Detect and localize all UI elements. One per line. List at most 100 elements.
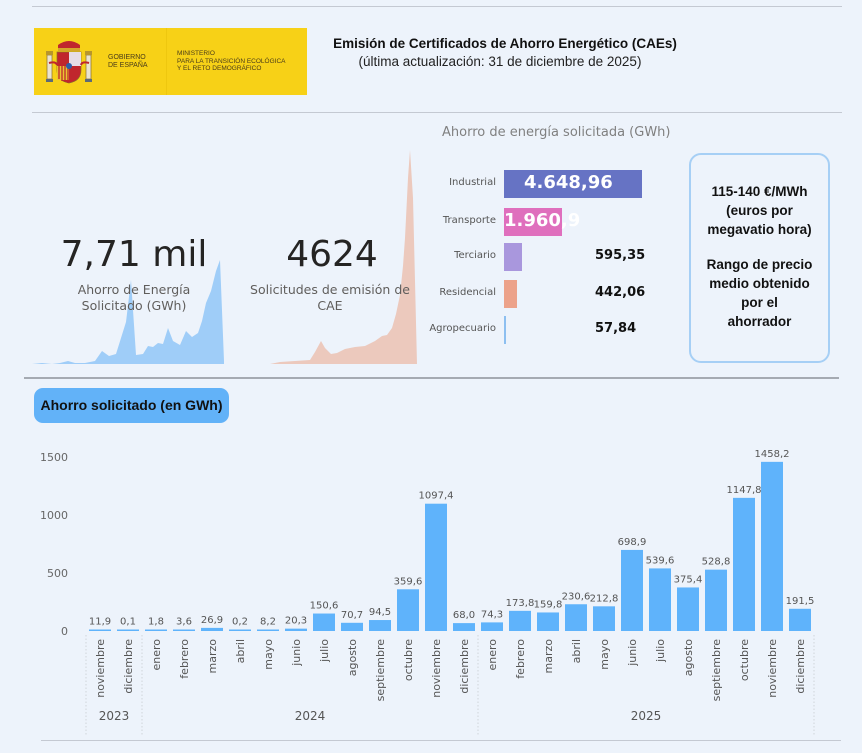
bar-marzo-2024[interactable]	[201, 627, 223, 631]
x-tick-label: mayo	[598, 639, 611, 670]
x-tick-label: agosto	[346, 639, 359, 676]
sector-row-agropecuario[interactable]: Agropecuario 57,84	[420, 316, 680, 344]
data-label: 528,8	[702, 557, 731, 568]
bar-febrero-2024[interactable]	[173, 629, 195, 632]
bar-febrero-2025[interactable]	[509, 610, 531, 631]
bar-junio-2025[interactable]	[621, 549, 643, 631]
bar-enero-2025[interactable]	[481, 622, 503, 631]
bar-diciembre-2024[interactable]	[453, 623, 475, 631]
data-label: 698,9	[618, 537, 647, 548]
sector-row-residencial[interactable]: Residencial 442,06	[420, 280, 680, 308]
sector-bar[interactable]	[504, 280, 518, 308]
x-tick-label: julio	[654, 639, 667, 663]
kpi-savings-sparkline-area	[32, 260, 224, 364]
data-label: 0,1	[120, 617, 136, 628]
page-title: Emisión de Certificados de Ahorro Energé…	[333, 36, 677, 51]
kpi-savings-label-line-2: Solicitado (GWh)	[81, 298, 187, 313]
data-label: 68,0	[453, 610, 475, 621]
bar-abril-2025[interactable]	[565, 604, 587, 631]
sector-bar[interactable]	[504, 243, 522, 271]
sector-label: Residencial	[439, 287, 496, 298]
bar-julio-2024[interactable]	[313, 613, 335, 631]
spain-coat-of-arms-icon	[46, 40, 92, 83]
x-tick-label: octubre	[738, 639, 751, 681]
price-desc-line-2: medio obtenido	[709, 276, 810, 291]
x-tick-label: enero	[150, 639, 163, 671]
ministry-line-2: PARA LA TRANSICIÓN ECOLÓGICA	[177, 57, 286, 65]
x-tick-label: febrero	[514, 639, 527, 679]
x-tick-label: diciembre	[458, 639, 471, 694]
data-label: 375,4	[674, 574, 703, 585]
bar-noviembre-2023[interactable]	[89, 629, 111, 632]
kpi-requests-label: Solicitudes de emisión de CAE	[240, 282, 420, 314]
bar-mayo-2024[interactable]	[257, 629, 279, 632]
sector-value-label: 4.648,96	[524, 172, 613, 193]
data-label: 11,9	[89, 617, 111, 628]
monthly-savings-chart: 0 500 1000 1500 11,9 noviembre 0,1 diciembre 1,8…	[40, 449, 815, 735]
year-label: 2023	[99, 709, 130, 723]
x-tick-label: agosto	[682, 639, 695, 676]
bar-septiembre-2024[interactable]	[369, 620, 391, 631]
sector-row-terciario[interactable]: Terciario 595,35	[420, 243, 680, 271]
government-line-1: GOBIERNO	[108, 53, 146, 61]
ministry-name: MINISTERIO PARA LA TRANSICIÓN ECOLÓGICA …	[177, 50, 286, 73]
x-tick-label: junio	[626, 639, 639, 667]
x-tick-label: octubre	[402, 639, 415, 681]
bar-marzo-2025[interactable]	[537, 612, 559, 631]
bar-noviembre-2025[interactable]	[761, 461, 783, 631]
kpi-requests-sparkline	[270, 150, 417, 364]
data-label: 359,6	[394, 576, 423, 587]
header-bottom-divider	[32, 112, 842, 113]
bar-agosto-2025[interactable]	[677, 587, 699, 631]
data-label: 0,2	[232, 617, 248, 628]
x-tick-label: junio	[290, 639, 303, 667]
data-label: 26,9	[201, 615, 223, 626]
sector-bar[interactable]	[504, 316, 506, 344]
x-tick-label: septiembre	[710, 639, 723, 702]
x-tick-label: septiembre	[374, 639, 387, 702]
kpi-requests-value: 4624	[286, 234, 378, 275]
bar-junio-2024[interactable]	[285, 628, 307, 631]
page-header: Emisión de Certificados de Ahorro Energé…	[300, 36, 700, 69]
sector-chart-title: Ahorro de energía solicitada (GWh)	[442, 125, 671, 140]
kpi-requests-label-line-2: CAE	[317, 298, 343, 313]
y-tick-label: 0	[61, 625, 68, 638]
government-name: GOBIERNO DE ESPAÑA	[108, 54, 158, 70]
bar-septiembre-2025[interactable]	[705, 569, 727, 631]
data-label: 1458,2	[755, 449, 790, 460]
sector-bar[interactable]	[504, 208, 563, 236]
bar-abril-2024[interactable]	[229, 629, 251, 632]
sector-row-transporte[interactable]: Transporte 1.960,9	[420, 208, 680, 236]
x-tick-label: diciembre	[794, 639, 807, 694]
sector-row-industrial[interactable]: Industrial 4.648,96	[420, 170, 680, 198]
data-label: 3,6	[176, 617, 192, 628]
bar-noviembre-2024[interactable]	[425, 503, 447, 631]
sector-label: Terciario	[454, 250, 496, 261]
data-label: 539,6	[646, 555, 675, 566]
data-label: 70,7	[341, 610, 363, 621]
government-line-2: DE ESPAÑA	[108, 61, 148, 69]
bar-diciembre-2025[interactable]	[789, 608, 811, 631]
bar-mayo-2025[interactable]	[593, 606, 615, 631]
price-unit-line-1: (euros por	[726, 203, 793, 218]
logo-divider	[166, 28, 167, 95]
bar-diciembre-2023[interactable]	[117, 629, 139, 632]
x-tick-label: diciembre	[122, 639, 135, 694]
data-label: 212,8	[590, 593, 619, 604]
data-label: 94,5	[369, 607, 391, 618]
y-tick-label: 1000	[40, 509, 68, 522]
section-divider	[24, 377, 839, 379]
bar-enero-2024[interactable]	[145, 629, 167, 632]
bar-octubre-2024[interactable]	[397, 589, 419, 631]
price-range-card: 115-140 €/MWh (euros por megavatio hora)…	[689, 153, 830, 363]
x-tick-label: febrero	[178, 639, 191, 679]
bar-julio-2025[interactable]	[649, 568, 671, 631]
section-title-badge: Ahorro solicitado (en GWh)	[34, 388, 229, 423]
x-tick-label: enero	[486, 639, 499, 671]
sector-bar[interactable]	[504, 170, 642, 198]
sector-value-label: 442,06	[595, 285, 646, 300]
bar-octubre-2025[interactable]	[733, 497, 755, 631]
page-subtitle: (última actualización: 31 de diciembre d…	[358, 54, 642, 69]
bar-agosto-2024[interactable]	[341, 622, 363, 631]
government-logo: GOBIERNO DE ESPAÑA MINISTERIO PARA LA TR…	[34, 28, 307, 95]
